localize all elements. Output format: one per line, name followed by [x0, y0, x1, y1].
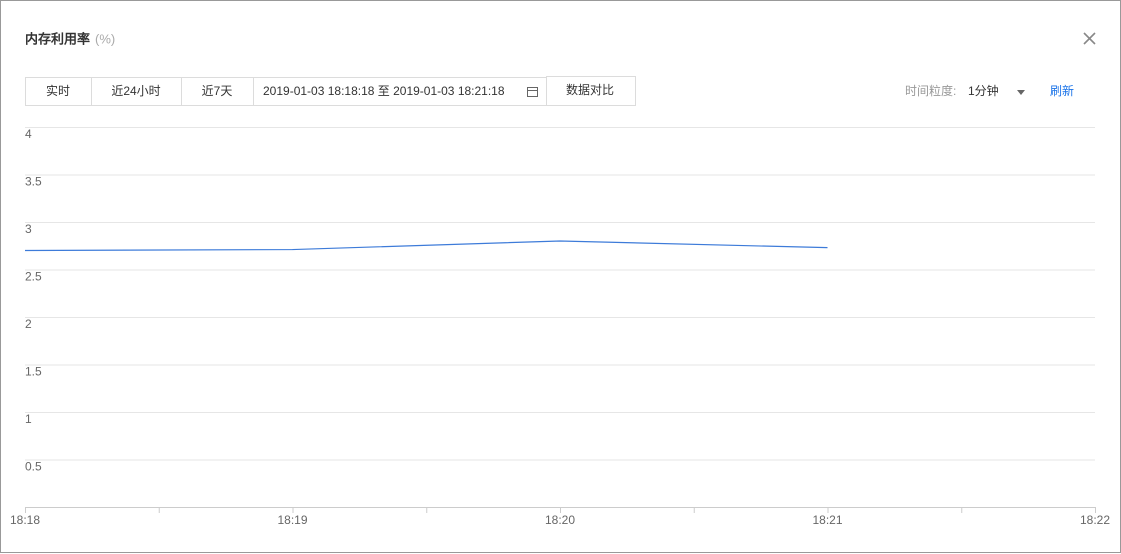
refresh-link[interactable]: 刷新: [1050, 83, 1074, 98]
y-tick-label: 1.5: [25, 365, 42, 379]
y-tick-label: 1: [25, 412, 32, 426]
y-tick-label: 2: [25, 317, 32, 331]
date-range-text[interactable]: 2019-01-03 18:18:18 至 2019-01-03 18:21:1…: [263, 84, 505, 98]
tab-button[interactable]: [181, 77, 254, 106]
x-tick-label: 18:18: [10, 513, 40, 527]
tab-label[interactable]: 实时: [46, 83, 70, 98]
y-tick-label: 2.5: [25, 270, 42, 284]
close-button[interactable]: [1083, 32, 1096, 45]
granularity-select[interactable]: 1分钟: [968, 83, 999, 98]
tab-label[interactable]: 近24小时: [111, 84, 160, 98]
unit: (%): [95, 31, 115, 46]
y-tick-label: 0.5: [25, 460, 42, 474]
calendar-icon[interactable]: [527, 87, 538, 97]
y-tick-label: 3: [25, 222, 32, 236]
title: 内存利用率: [25, 31, 90, 46]
y-tick-label: 4: [25, 127, 32, 141]
granularity-label: 时间粒度:: [905, 83, 956, 98]
tab-label[interactable]: 近7天: [202, 84, 233, 98]
tab-button[interactable]: [25, 77, 92, 106]
y-tick-label: 3.5: [25, 175, 42, 189]
series-line: [24, 240, 828, 252]
tab-button[interactable]: [91, 77, 182, 106]
x-tick-label: 18:21: [812, 513, 842, 527]
dropdown-arrow[interactable]: [1017, 90, 1025, 95]
x-tick-label: 18:19: [277, 513, 307, 527]
calendar-icon[interactable]: [527, 87, 538, 97]
compare-label[interactable]: 数据对比: [566, 82, 614, 97]
x-tick-label: 18:22: [1080, 513, 1110, 527]
compare-button[interactable]: [546, 76, 636, 106]
close-icon[interactable]: [1083, 32, 1096, 45]
x-tick-label: 18:20: [545, 513, 575, 527]
